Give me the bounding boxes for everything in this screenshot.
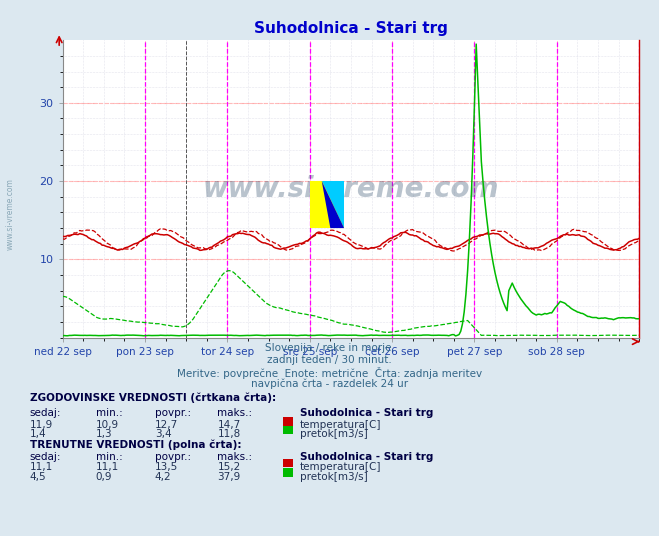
Polygon shape xyxy=(322,181,344,228)
Text: www.si-vreme.com: www.si-vreme.com xyxy=(203,175,499,203)
Text: maks.:: maks.: xyxy=(217,408,252,419)
Text: min.:: min.: xyxy=(96,408,123,419)
Text: www.si-vreme.com: www.si-vreme.com xyxy=(5,178,14,250)
Text: pretok[m3/s]: pretok[m3/s] xyxy=(300,429,368,439)
Text: temperatura[C]: temperatura[C] xyxy=(300,462,382,472)
Text: pretok[m3/s]: pretok[m3/s] xyxy=(300,472,368,482)
Text: sedaj:: sedaj: xyxy=(30,408,61,419)
Text: 10,9: 10,9 xyxy=(96,420,119,430)
Text: Suhodolnica - Stari trg: Suhodolnica - Stari trg xyxy=(300,408,433,419)
Text: 4,5: 4,5 xyxy=(30,472,46,482)
Text: 1,4: 1,4 xyxy=(30,429,46,439)
Text: povpr.:: povpr.: xyxy=(155,452,191,463)
Text: 4,2: 4,2 xyxy=(155,472,171,482)
Text: 14,7: 14,7 xyxy=(217,420,241,430)
Text: 13,5: 13,5 xyxy=(155,462,178,472)
Text: Suhodolnica - Stari trg: Suhodolnica - Stari trg xyxy=(300,452,433,463)
Text: 11,1: 11,1 xyxy=(96,462,119,472)
Text: 0,9: 0,9 xyxy=(96,472,112,482)
Text: 11,8: 11,8 xyxy=(217,429,241,439)
Text: navpična črta - razdelek 24 ur: navpična črta - razdelek 24 ur xyxy=(251,378,408,389)
Text: sedaj:: sedaj: xyxy=(30,452,61,463)
Text: TRENUTNE VREDNOSTI (polna črta):: TRENUTNE VREDNOSTI (polna črta): xyxy=(30,440,241,450)
Title: Suhodolnica - Stari trg: Suhodolnica - Stari trg xyxy=(254,21,448,36)
Text: povpr.:: povpr.: xyxy=(155,408,191,419)
Text: 11,1: 11,1 xyxy=(30,462,53,472)
Text: 15,2: 15,2 xyxy=(217,462,241,472)
Text: zadnji teden / 30 minut.: zadnji teden / 30 minut. xyxy=(267,355,392,365)
Text: 11,9: 11,9 xyxy=(30,420,53,430)
Text: min.:: min.: xyxy=(96,452,123,463)
Text: Slovenija / reke in morje.: Slovenija / reke in morje. xyxy=(264,343,395,353)
Text: 12,7: 12,7 xyxy=(155,420,178,430)
Text: 3,4: 3,4 xyxy=(155,429,171,439)
Text: Meritve: povprečne  Enote: metrične  Črta: zadnja meritev: Meritve: povprečne Enote: metrične Črta:… xyxy=(177,367,482,378)
Text: temperatura[C]: temperatura[C] xyxy=(300,420,382,430)
Bar xyxy=(310,181,344,228)
Text: 1,3: 1,3 xyxy=(96,429,112,439)
Text: ZGODOVINSKE VREDNOSTI (črtkana črta):: ZGODOVINSKE VREDNOSTI (črtkana črta): xyxy=(30,392,275,403)
Text: maks.:: maks.: xyxy=(217,452,252,463)
Polygon shape xyxy=(322,181,344,228)
Text: 37,9: 37,9 xyxy=(217,472,241,482)
